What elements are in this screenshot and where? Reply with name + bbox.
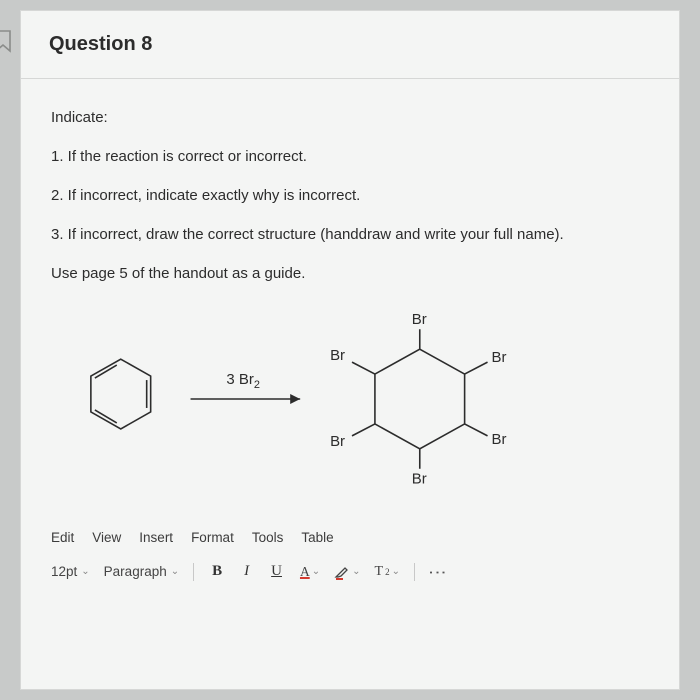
prompt-item-3: 3. If incorrect, draw the correct struct…	[51, 224, 649, 245]
paragraph-style-dropdown[interactable]: Paragraph ⌄	[104, 564, 179, 579]
highlighter-icon	[334, 564, 350, 580]
chevron-down-icon: ⌄	[171, 566, 179, 577]
menu-format[interactable]: Format	[191, 530, 234, 545]
menu-tools[interactable]: Tools	[252, 530, 284, 545]
highlight-color-button[interactable]: ⌄	[334, 564, 360, 580]
underline-button[interactable]: U	[267, 561, 286, 582]
svg-text:Br: Br	[492, 349, 507, 366]
text-color-label: A	[300, 564, 310, 580]
superscript-button[interactable]: T2 ⌄	[375, 564, 400, 580]
svg-text:Br: Br	[412, 471, 427, 488]
editor-format-bar: 12pt ⌄ Paragraph ⌄ B I U A ⌄	[51, 551, 649, 592]
superscript-base: T	[375, 564, 384, 580]
chevron-down-icon: ⌄	[352, 566, 360, 577]
bold-button[interactable]: B	[208, 561, 226, 582]
paragraph-style-label: Paragraph	[104, 564, 167, 579]
prompt-intro: Indicate:	[51, 107, 649, 128]
prompt-item-1: 1. If the reaction is correct or incorre…	[51, 146, 649, 167]
svg-text:Br: Br	[330, 347, 345, 364]
svg-text:Br: Br	[330, 433, 345, 450]
chevron-down-icon: ⌄	[312, 566, 320, 577]
svg-text:3 Br2: 3 Br2	[226, 371, 260, 391]
svg-text:Br: Br	[492, 431, 507, 448]
question-panel: Question 8 Indicate: 1. If the reaction …	[20, 10, 680, 690]
question-header: Question 8	[21, 11, 679, 79]
reaction-diagram: 3 Br2 Br Br Br Br Br Br	[51, 304, 649, 494]
fontsize-dropdown[interactable]: 12pt ⌄	[51, 564, 90, 579]
editor-toolbar: Edit View Insert Format Tools Table 12pt…	[51, 524, 649, 592]
prompt-guide: Use page 5 of the handout as a guide.	[51, 263, 649, 284]
menu-view[interactable]: View	[92, 530, 121, 545]
chevron-down-icon: ⌄	[392, 566, 400, 577]
fontsize-label: 12pt	[51, 564, 77, 579]
text-color-button[interactable]: A ⌄	[300, 564, 320, 580]
bookmark-icon[interactable]	[0, 29, 13, 53]
chevron-down-icon: ⌄	[81, 566, 89, 577]
svg-text:Br: Br	[412, 311, 427, 328]
question-content: Indicate: 1. If the reaction is correct …	[21, 79, 679, 602]
prompt-item-2: 2. If incorrect, indicate exactly why is…	[51, 185, 649, 206]
menu-insert[interactable]: Insert	[139, 530, 173, 545]
menu-table[interactable]: Table	[301, 530, 333, 545]
more-options-button[interactable]: ⋮	[426, 564, 447, 580]
italic-button[interactable]: I	[240, 561, 253, 582]
menu-edit[interactable]: Edit	[51, 530, 74, 545]
toolbar-divider	[193, 563, 194, 581]
question-title: Question 8	[49, 33, 651, 56]
superscript-exp: 2	[385, 567, 390, 577]
toolbar-divider	[414, 563, 415, 581]
editor-menu-bar: Edit View Insert Format Tools Table	[51, 524, 649, 551]
